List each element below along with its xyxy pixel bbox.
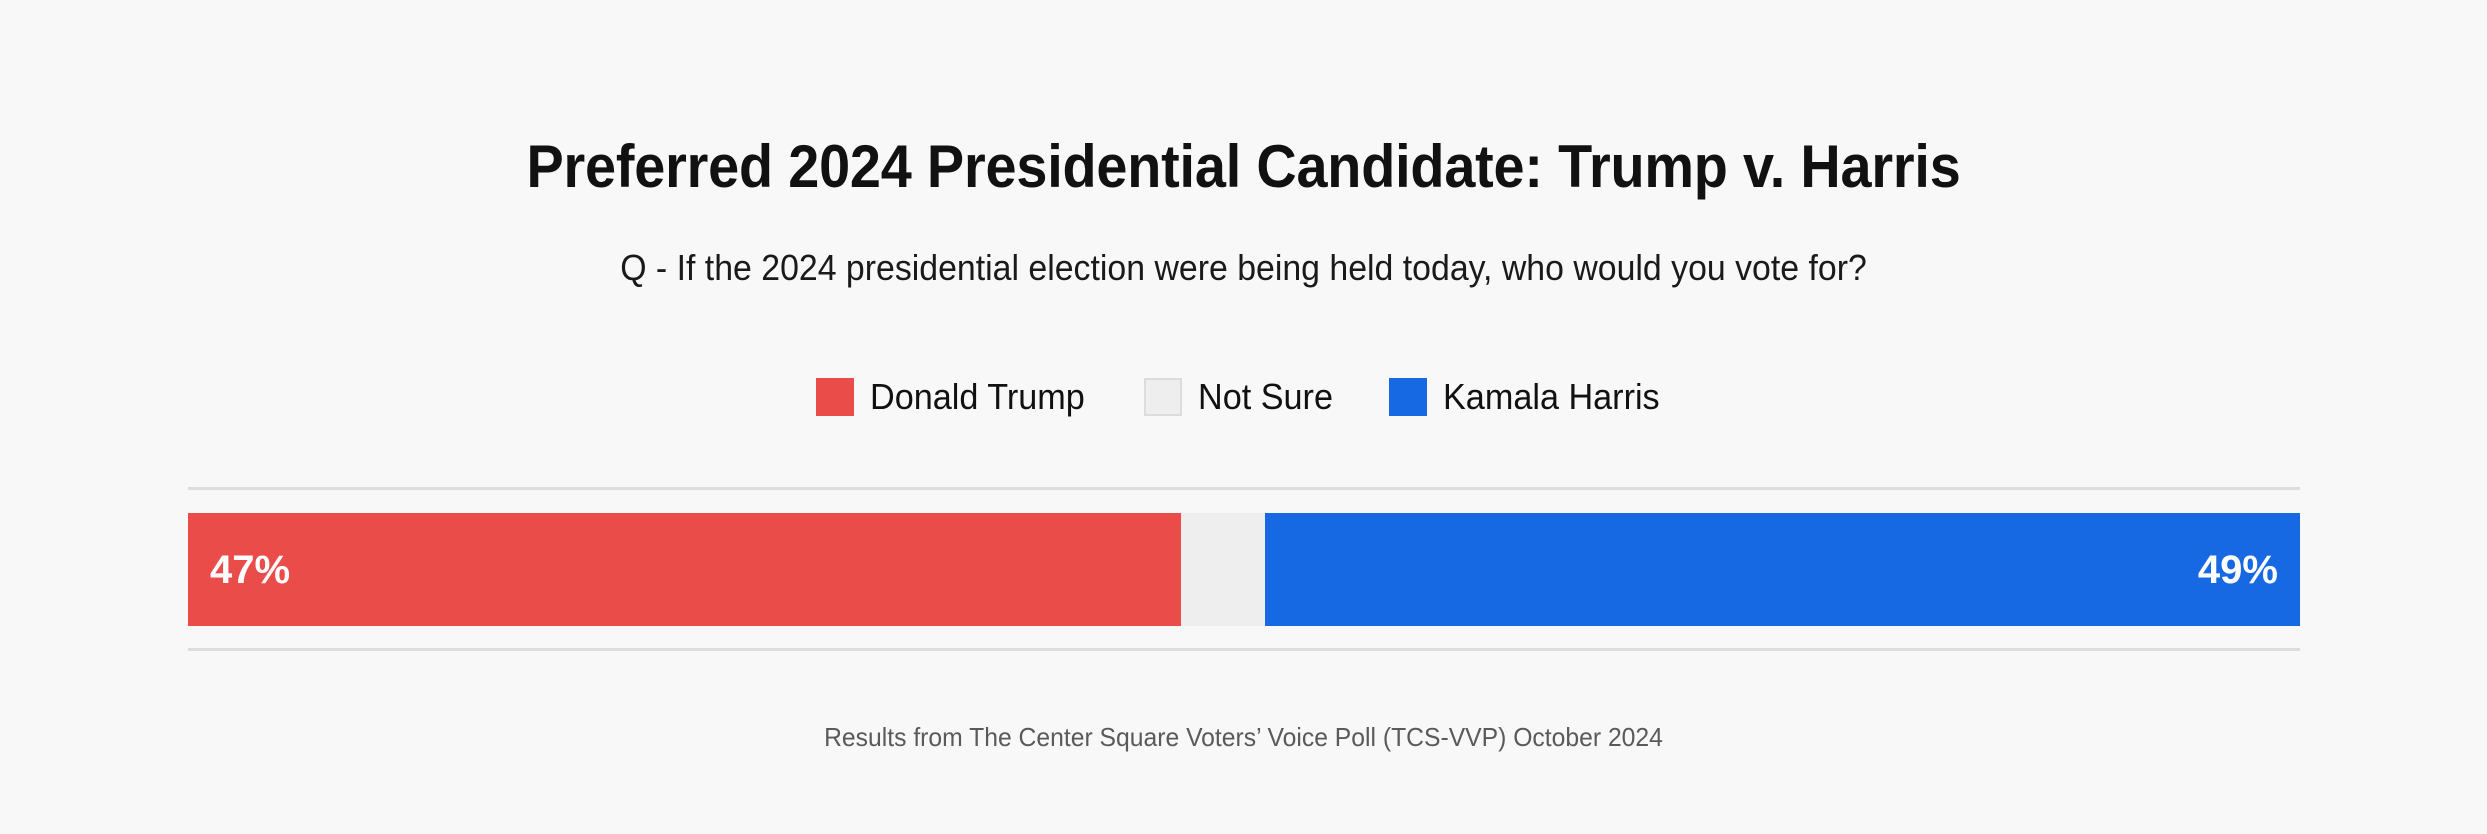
legend-label-kamala-harris: Kamala Harris: [1442, 376, 1660, 417]
chart-legend: Donald Trump Not Sure Kamala Harris: [0, 378, 2487, 416]
chart-title: Preferred 2024 Presidential Candidate: T…: [526, 133, 1961, 200]
legend-swatch-icon-donald-trump: [816, 378, 855, 416]
legend-swatch-icon-not-sure: [1144, 378, 1183, 416]
legend-label-not-sure: Not Sure: [1198, 376, 1334, 417]
bar-value-kamala-harris: 49%: [2197, 547, 2278, 592]
bar-segment-donald-trump[interactable]: 47%: [188, 513, 1181, 626]
legend-item-kamala-harris[interactable]: Kamala Harris: [1388, 376, 1671, 417]
chart-source-note: Results from The Center Square Voters’ V…: [824, 722, 1663, 752]
stacked-bar-track: 47% 49%: [188, 513, 2300, 626]
bar-segment-not-sure[interactable]: [1180, 513, 1266, 626]
bar-region: 47% 49%: [188, 487, 2300, 651]
bar-value-donald-trump: 47%: [210, 547, 291, 592]
legend-item-not-sure[interactable]: Not Sure: [1144, 378, 1340, 416]
chart-subtitle: Q - If the 2024 presidential election we…: [620, 247, 1867, 288]
bar-bottom-divider: [188, 648, 2300, 651]
legend-swatch-icon-kamala-harris: [1388, 378, 1427, 416]
legend-item-donald-trump[interactable]: Donald Trump: [816, 378, 1096, 416]
bar-segment-kamala-harris[interactable]: 49%: [1265, 513, 2300, 626]
legend-label-donald-trump: Donald Trump: [870, 376, 1086, 417]
bar-top-divider: [188, 487, 2300, 490]
